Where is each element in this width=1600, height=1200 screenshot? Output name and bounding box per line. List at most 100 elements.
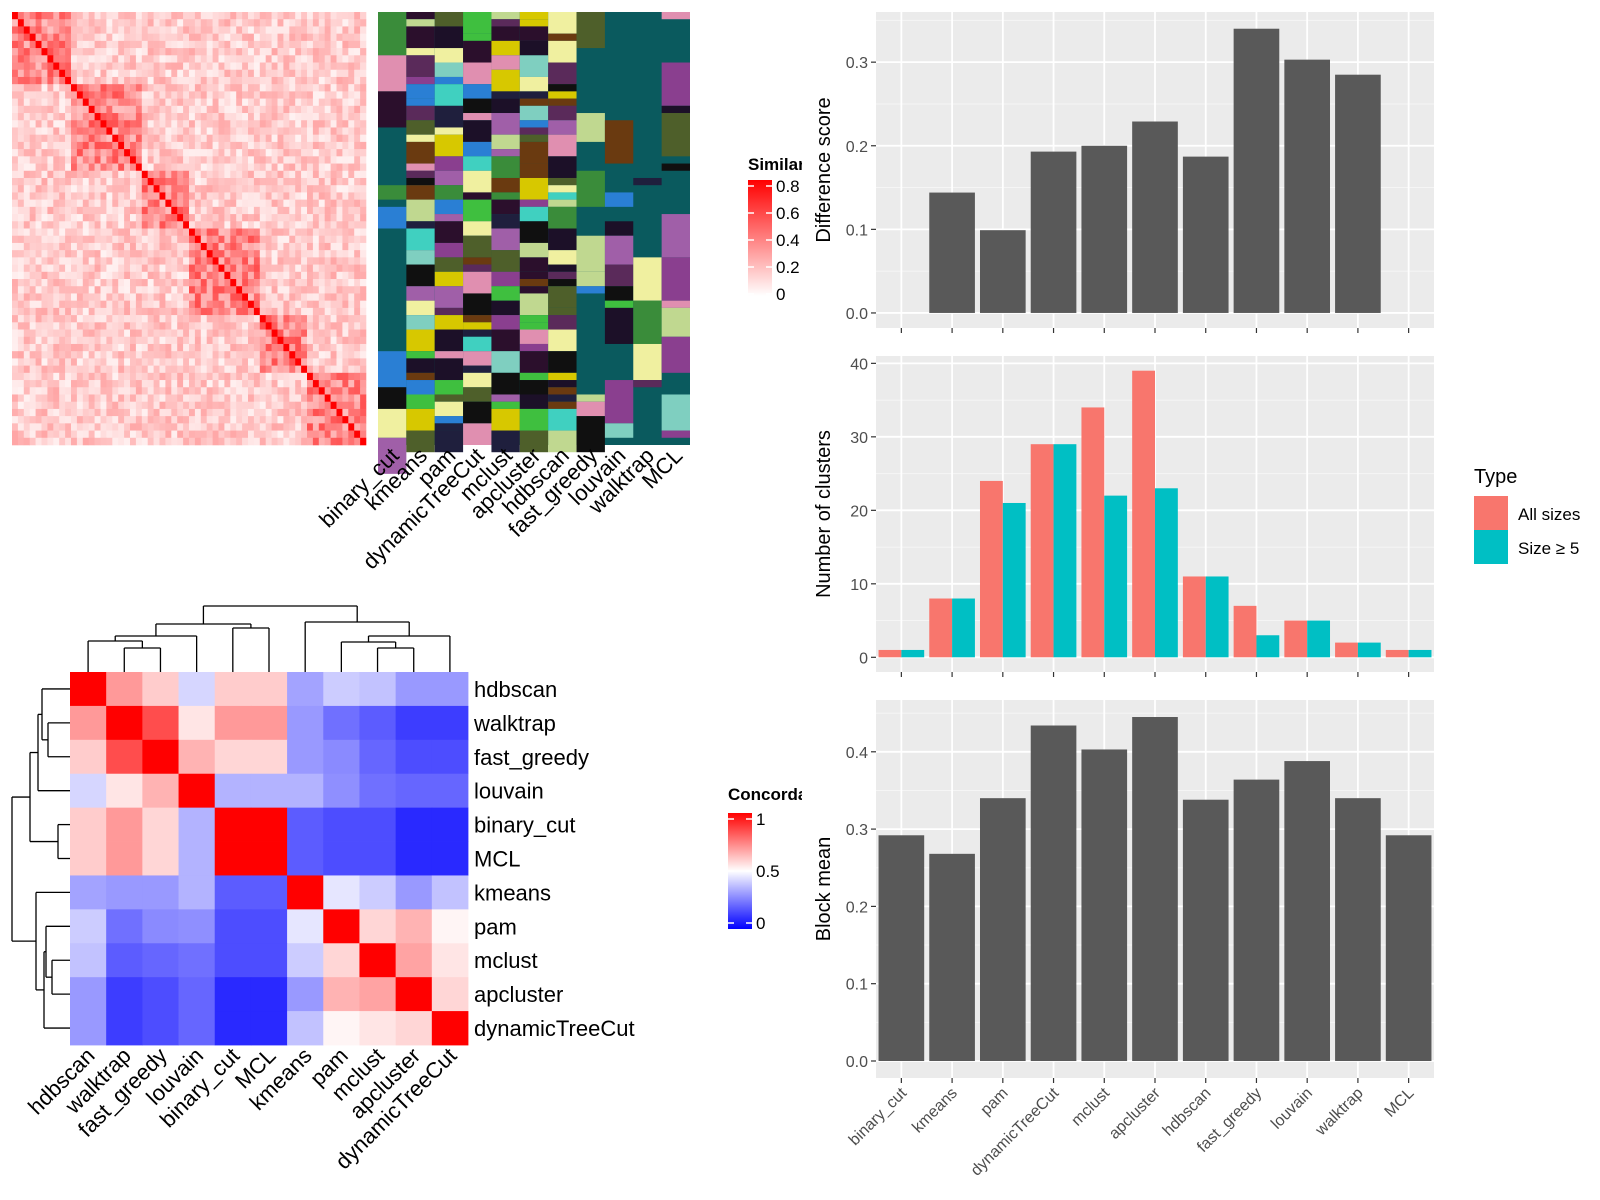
label-matrix-cell	[378, 351, 407, 388]
similarity-cell	[230, 351, 237, 359]
y-tick-label: 0.0	[846, 306, 868, 323]
similarity-cell	[82, 105, 89, 114]
similarity-cell	[165, 170, 172, 179]
similarity-cell	[47, 141, 54, 150]
similarity-cell	[29, 387, 36, 395]
similarity-cell	[35, 163, 42, 172]
similarity-cell	[271, 69, 278, 78]
similarity-cell	[53, 264, 60, 273]
similarity-cell	[94, 76, 101, 85]
similarity-cell	[354, 408, 361, 417]
similarity-cell	[141, 69, 148, 78]
similarity-cell	[212, 26, 219, 34]
similarity-cell	[165, 40, 172, 49]
similarity-cell	[141, 113, 148, 121]
similarity-cell	[330, 62, 337, 71]
similarity-cell	[307, 264, 314, 273]
similarity-cell	[76, 163, 84, 172]
similarity-cell	[354, 120, 361, 128]
similarity-cell	[12, 242, 19, 251]
concordance-cell	[178, 875, 216, 910]
similarity-cell	[112, 343, 119, 352]
similarity-cell	[307, 221, 314, 229]
similarity-cell	[307, 105, 314, 114]
similarity-cell	[135, 358, 143, 366]
similarity-cell	[206, 40, 213, 49]
similarity-cell	[153, 91, 160, 99]
similarity-cell	[100, 235, 107, 244]
similarity-cell	[265, 271, 272, 280]
similarity-cell	[324, 300, 331, 309]
similarity-cell	[17, 12, 25, 20]
similarity-cell	[23, 48, 30, 56]
similarity-cell	[76, 300, 84, 309]
similarity-cell	[318, 141, 325, 150]
similarity-cell	[259, 351, 266, 359]
similarity-cell	[354, 55, 361, 63]
similarity-cell	[206, 156, 213, 164]
similarity-cell	[348, 307, 355, 316]
similarity-cell	[23, 26, 30, 34]
similarity-cell	[301, 12, 308, 20]
bar	[1030, 151, 1077, 313]
similarity-cell	[330, 300, 337, 309]
similarity-cell	[236, 394, 243, 402]
similarity-cell	[194, 351, 202, 359]
similarity-cell	[94, 62, 101, 71]
similarity-cell	[177, 55, 184, 63]
concordance-cell	[214, 705, 252, 741]
similarity-cell	[218, 199, 225, 208]
similarity-cell	[289, 84, 296, 92]
similarity-cell	[242, 286, 249, 294]
similarity-cell	[194, 343, 202, 352]
similarity-cell	[76, 127, 84, 135]
label-matrix-cell	[519, 55, 549, 77]
label-matrix-cell	[434, 416, 464, 424]
similarity-cell	[253, 351, 261, 359]
similarity-cell	[112, 199, 119, 208]
similarity-cell	[307, 199, 314, 208]
bar-size-5	[901, 649, 925, 658]
label-matrix-cell	[548, 33, 577, 41]
similarity-cell	[283, 343, 290, 352]
similarity-cell	[248, 149, 255, 157]
similarity-cell	[159, 416, 166, 424]
similarity-cell	[206, 26, 213, 34]
similarity-cell	[171, 192, 178, 200]
label-matrix-cell	[633, 300, 662, 344]
similarity-cell	[336, 401, 343, 410]
similarity-cell	[354, 423, 361, 431]
label-matrix-cell	[576, 113, 605, 142]
similarity-cell	[17, 437, 25, 446]
similarity-cell	[53, 141, 60, 150]
similarity-cell	[218, 351, 225, 359]
similarity-cell	[94, 149, 101, 157]
bar	[1081, 145, 1128, 313]
similarity-cell	[17, 430, 25, 439]
similarity-cell	[171, 221, 178, 229]
similarity-cell	[271, 365, 278, 374]
similarity-cell	[100, 380, 107, 388]
similarity-cell	[124, 192, 131, 200]
similarity-cell	[17, 163, 25, 172]
x-tick-label: MCL	[1382, 1085, 1418, 1121]
similarity-cell	[236, 149, 243, 157]
similarity-cell	[130, 91, 137, 99]
similarity-cell	[147, 192, 154, 200]
similarity-cell	[194, 120, 202, 128]
label-matrix-cell	[406, 408, 435, 431]
similarity-cell	[59, 149, 66, 157]
similarity-cell	[171, 257, 178, 265]
similarity-cell	[130, 76, 137, 85]
similarity-cell	[47, 271, 54, 280]
concordance-cell	[287, 705, 324, 741]
similarity-cell	[177, 69, 184, 78]
similarity-cell	[283, 351, 290, 359]
similarity-cell	[354, 141, 361, 150]
similarity-cell	[71, 141, 78, 150]
similarity-cell	[206, 113, 213, 121]
similarity-cell	[318, 235, 325, 244]
similarity-cell	[12, 300, 19, 309]
similarity-cell	[159, 206, 166, 215]
similarity-cell	[253, 214, 261, 222]
